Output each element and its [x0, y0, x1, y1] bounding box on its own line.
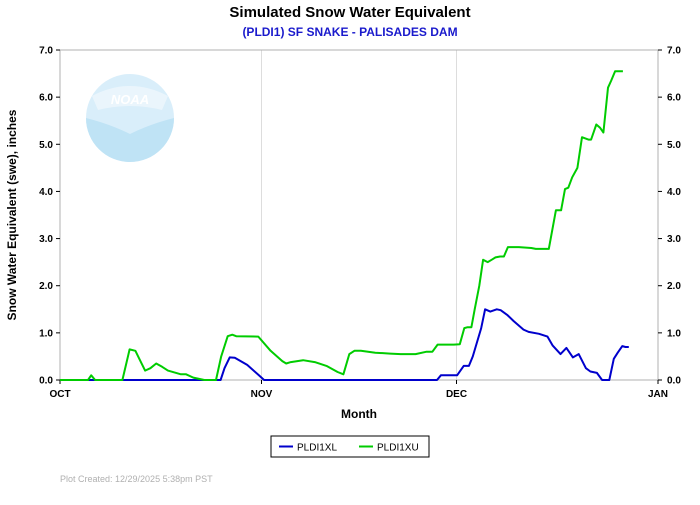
y-axis-label: Snow Water Equivalent (swe), inches	[5, 109, 19, 320]
legend-label-pldi1xu: PLDI1XU	[377, 443, 419, 454]
x-axis: OCT NOV DEC JAN	[49, 380, 668, 400]
plot-created-footer: Plot Created: 12/29/2025 5:38pm PST	[60, 474, 213, 484]
y-tick-label-left: 2.0	[39, 281, 53, 292]
y-axis-right: 0.0 1.0 2.0 3.0 4.0 5.0 6.0 7.0	[658, 46, 681, 387]
y-tick-label-right: 1.0	[667, 328, 681, 339]
y-tick-label-left: 7.0	[39, 46, 53, 57]
y-tick-label-left: 5.0	[39, 140, 53, 151]
y-tick-label-right: 6.0	[667, 93, 681, 104]
y-axis-left: 0.0 1.0 2.0 3.0 4.0 5.0 6.0 7.0	[39, 46, 60, 387]
legend-frame	[270, 435, 430, 458]
y-tick-label-left: 0.0	[39, 376, 53, 387]
y-tick-label-right: 5.0	[667, 140, 681, 151]
grid-lines	[261, 50, 457, 380]
legend: PLDI1XL PLDI1XU	[270, 435, 430, 458]
y-tick-label-right: 7.0	[667, 46, 681, 57]
x-tick-label-dec: DEC	[446, 389, 467, 400]
series-line-pldi1xu	[60, 70, 623, 381]
chart-title: Simulated Snow Water Equivalent	[229, 4, 470, 21]
y-tick-label-left: 4.0	[39, 187, 53, 198]
y-tick-label-right: 0.0	[667, 376, 681, 387]
series-layer	[60, 70, 629, 381]
y-tick-label-left: 1.0	[39, 328, 53, 339]
y-tick-label-right: 3.0	[667, 234, 681, 245]
x-tick-label-jan: JAN	[648, 389, 668, 400]
y-tick-label-right: 2.0	[667, 281, 681, 292]
noaa-logo-watermark: NOAA	[86, 74, 174, 162]
chart-subtitle: (PLDI1) SF SNAKE - PALISADES DAM	[242, 25, 457, 39]
x-axis-label: Month	[341, 407, 377, 421]
series-line-pldi1xl	[60, 308, 629, 381]
x-tick-label-oct: OCT	[49, 389, 70, 400]
legend-label-pldi1xl: PLDI1XL	[297, 443, 337, 454]
y-tick-label-left: 6.0	[39, 93, 53, 104]
y-tick-label-right: 4.0	[667, 187, 681, 198]
logo-text: NOAA	[111, 92, 149, 107]
x-tick-label-nov: NOV	[251, 389, 273, 400]
y-tick-label-left: 3.0	[39, 234, 53, 245]
